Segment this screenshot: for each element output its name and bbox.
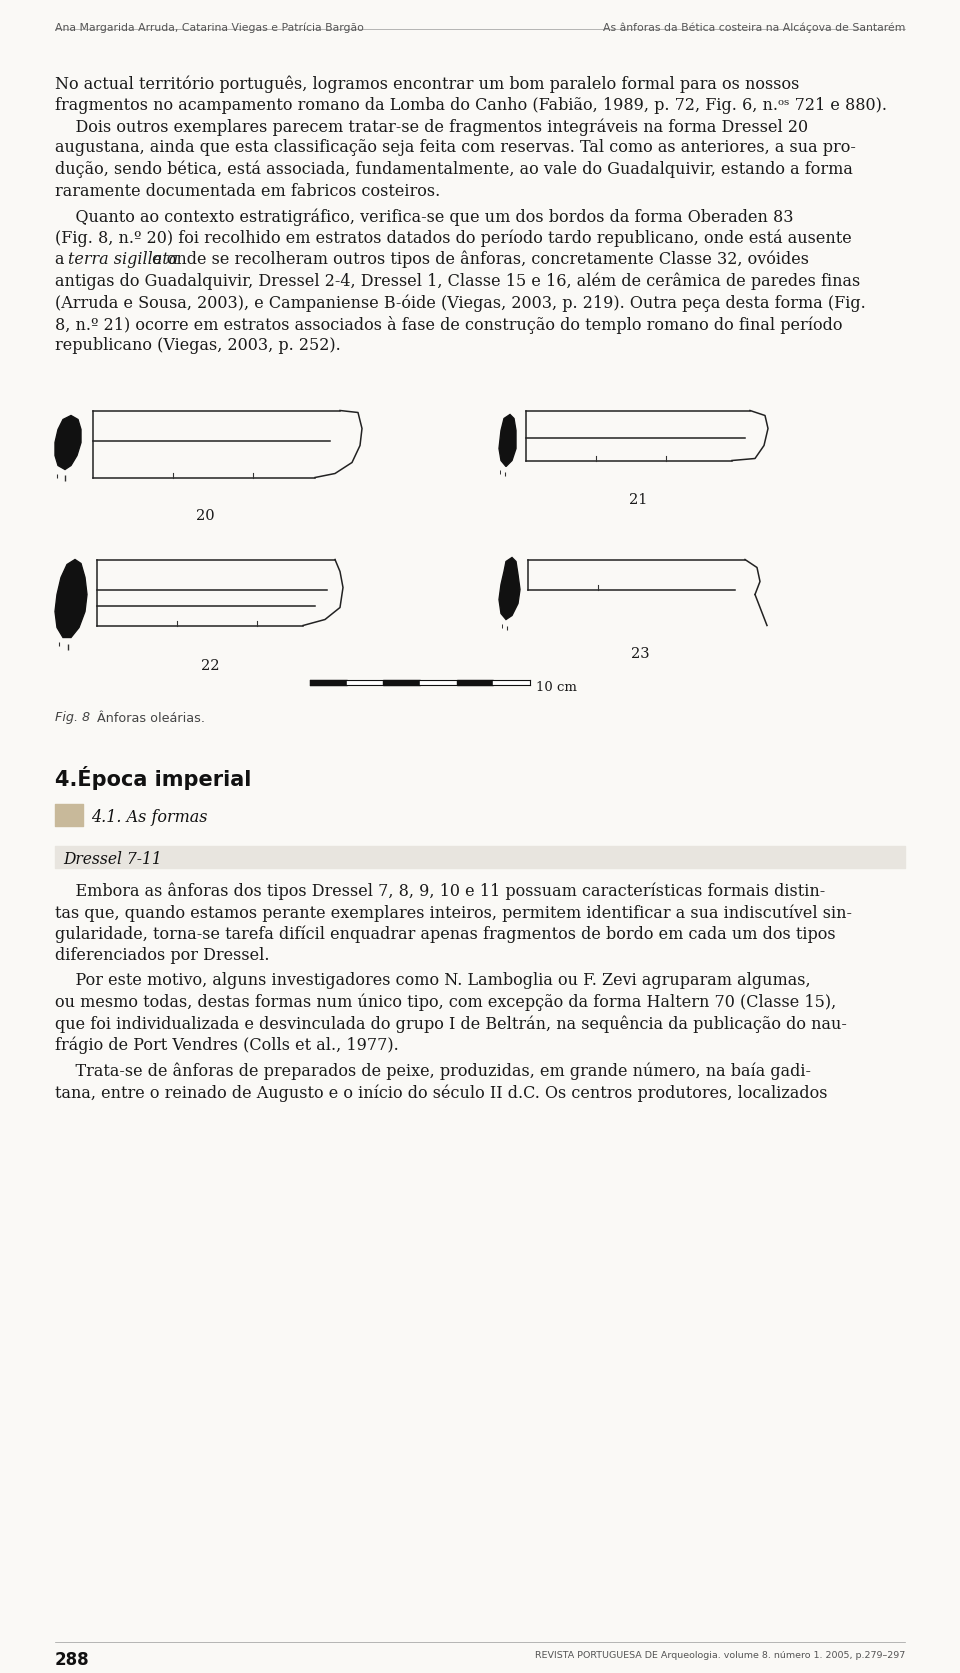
- Text: terra sigillata: terra sigillata: [68, 251, 179, 268]
- Text: republicano (Viegas, 2003, p. 252).: republicano (Viegas, 2003, p. 252).: [55, 336, 341, 353]
- Text: fragmentos no acampamento romano da Lomba do Canho (Fabião, 1989, p. 72, Fig. 6,: fragmentos no acampamento romano da Lomb…: [55, 97, 887, 114]
- Text: 23: 23: [631, 646, 649, 661]
- Text: Fig. 8: Fig. 8: [55, 711, 90, 724]
- Polygon shape: [499, 415, 516, 467]
- Text: Por este motivo, alguns investigadores como N. Lamboglia ou F. Zevi agruparam al: Por este motivo, alguns investigadores c…: [55, 972, 810, 989]
- Polygon shape: [499, 559, 520, 621]
- Polygon shape: [55, 417, 81, 470]
- Text: (Arruda e Sousa, 2003), e Campaniense B-óide (Viegas, 2003, p. 219). Outra peça : (Arruda e Sousa, 2003), e Campaniense B-…: [55, 294, 866, 311]
- Text: tana, entre o reinado de Augusto e o início do século II d.C. Os centros produto: tana, entre o reinado de Augusto e o iní…: [55, 1084, 828, 1101]
- Text: 8, n.º 21) ocorre em estratos associados à fase de construção do templo romano d: 8, n.º 21) ocorre em estratos associados…: [55, 315, 843, 333]
- Text: As ânforas da Bética costeira na Alcáçova de Santarém: As ânforas da Bética costeira na Alcáçov…: [603, 22, 905, 32]
- Text: 4.Época imperial: 4.Época imperial: [55, 766, 252, 790]
- Text: (Fig. 8, n.º 20) foi recolhido em estratos datados do período tardo republicano,: (Fig. 8, n.º 20) foi recolhido em estrat…: [55, 229, 852, 248]
- Text: a: a: [55, 251, 70, 268]
- Text: gularidade, torna-se tarefa difícil enquadrar apenas fragmentos de bordo em cada: gularidade, torna-se tarefa difícil enqu…: [55, 925, 835, 942]
- Text: dução, sendo bética, está associada, fundamentalmente, ao vale do Guadalquivir, : dução, sendo bética, está associada, fun…: [55, 161, 852, 179]
- Text: Ânforas oleárias.: Ânforas oleárias.: [89, 711, 205, 724]
- Text: No actual território português, logramos encontrar um bom paralelo formal para o: No actual território português, logramos…: [55, 75, 800, 92]
- Text: tas que, quando estamos perante exemplares inteiros, permitem identificar a sua : tas que, quando estamos perante exemplar…: [55, 903, 852, 920]
- Polygon shape: [55, 560, 87, 637]
- Text: Trata-se de ânforas de preparados de peixe, produzidas, em grande número, na baí: Trata-se de ânforas de preparados de pei…: [55, 1062, 811, 1079]
- Text: ou mesmo todas, destas formas num único tipo, com excepção da forma Haltern 70 (: ou mesmo todas, destas formas num único …: [55, 994, 836, 1010]
- Text: raramente documentada em fabricos costeiros.: raramente documentada em fabricos costei…: [55, 182, 441, 199]
- Text: e onde se recolheram outros tipos de ânforas, concretamente Classe 32, ovóides: e onde se recolheram outros tipos de ânf…: [147, 251, 809, 268]
- Text: Dois outros exemplares parecem tratar-se de fragmentos integráveis na forma Dres: Dois outros exemplares parecem tratar-se…: [55, 117, 808, 136]
- Text: Ana Margarida Arruda, Catarina Viegas e Patrícia Bargão: Ana Margarida Arruda, Catarina Viegas e …: [55, 22, 364, 32]
- Text: 4.1. As formas: 4.1. As formas: [91, 808, 207, 825]
- Text: 20: 20: [196, 509, 214, 522]
- Text: antigas do Guadalquivir, Dressel 2-4, Dressel 1, Classe 15 e 16, além de cerâmic: antigas do Guadalquivir, Dressel 2-4, Dr…: [55, 273, 860, 289]
- Text: 21: 21: [629, 494, 647, 507]
- Text: diferenciados por Dressel.: diferenciados por Dressel.: [55, 947, 270, 964]
- Text: 22: 22: [201, 657, 219, 673]
- Text: REVISTA PORTUGUESA DE Arqueologia. volume 8. número 1. 2005, p.279–297: REVISTA PORTUGUESA DE Arqueologia. volum…: [535, 1650, 905, 1660]
- Text: frágio de Port Vendres (Colls et al., 1977).: frágio de Port Vendres (Colls et al., 19…: [55, 1036, 398, 1054]
- Text: 288: 288: [55, 1650, 89, 1668]
- Text: Quanto ao contexto estratigráfico, verifica-se que um dos bordos da forma Oberad: Quanto ao contexto estratigráfico, verif…: [55, 207, 794, 226]
- Text: 10 cm: 10 cm: [536, 681, 577, 694]
- Text: augustana, ainda que esta classificação seja feita com reservas. Tal como as ant: augustana, ainda que esta classificação …: [55, 139, 856, 156]
- Text: que foi individualizada e desvinculada do grupo I de Beltrán, na sequência da pu: que foi individualizada e desvinculada d…: [55, 1016, 847, 1032]
- Text: Embora as ânforas dos tipos Dressel 7, 8, 9, 10 e 11 possuam características for: Embora as ânforas dos tipos Dressel 7, 8…: [55, 882, 826, 900]
- Text: Dressel 7-11: Dressel 7-11: [63, 850, 161, 867]
